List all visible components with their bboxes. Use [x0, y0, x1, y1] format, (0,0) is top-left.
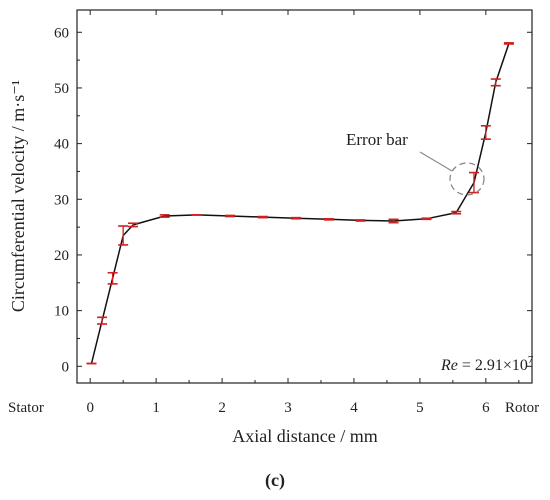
x-end-label-left: Stator [8, 400, 44, 416]
x-end-label-right: Rotor [505, 400, 539, 416]
error-bar [490, 78, 501, 87]
reynolds-number-annotation: Re = 2.91×107 [440, 354, 534, 374]
error-bars-group [86, 42, 514, 365]
error-bar [388, 218, 399, 224]
error-bar [323, 217, 334, 221]
y-tick-label: 30 [54, 192, 69, 208]
error-bar [480, 124, 491, 140]
x-axis-ticks: 0 1 2 3 4 5 6 [86, 10, 520, 416]
error-bar [107, 271, 118, 285]
series-line-group [90, 43, 510, 364]
x-axis-title: Axial distance / mm [232, 426, 377, 446]
error-bar [355, 219, 366, 222]
plot-frame [76, 9, 533, 384]
error-bar [503, 42, 514, 45]
panel-label: (c) [265, 470, 285, 491]
y-axis-ticks: 0 10 20 30 40 50 60 [54, 25, 532, 375]
error-bar [468, 171, 479, 194]
y-tick-label: 50 [54, 81, 69, 97]
y-tick-label: 20 [54, 248, 69, 264]
x-tick-label: 0 [86, 400, 94, 416]
re-symbol: Re [440, 357, 458, 374]
x-tick-label: 3 [284, 400, 292, 416]
x-tick-label: 5 [416, 400, 424, 416]
error-bar [257, 215, 268, 219]
error-bar [290, 216, 301, 220]
x-tick-label: 1 [152, 400, 160, 416]
error-bar-annotation: Error bar [346, 130, 408, 149]
re-exponent: 7 [528, 354, 534, 366]
y-tick-label: 60 [54, 25, 69, 41]
error-bar [97, 316, 108, 325]
error-bar [224, 214, 235, 218]
x-tick-label: 4 [350, 400, 358, 416]
y-axis-title: Circumferential velocity / m·s⁻¹ [8, 80, 28, 312]
error-bar [118, 225, 129, 246]
error-bar-highlight-circle [449, 162, 485, 196]
error-bar [421, 217, 432, 221]
x-tick-label: 2 [218, 400, 226, 416]
re-value: = 2.91×10 [458, 357, 528, 374]
y-tick-label: 0 [62, 359, 70, 375]
y-tick-label: 40 [54, 137, 69, 153]
y-tick-label: 10 [54, 304, 69, 320]
error-bar [451, 210, 462, 215]
x-tick-label: 6 [482, 400, 490, 416]
series-line [90, 43, 510, 364]
error-bar [128, 222, 139, 228]
error-bar-callout-line [419, 151, 453, 172]
error-bar [159, 214, 170, 218]
